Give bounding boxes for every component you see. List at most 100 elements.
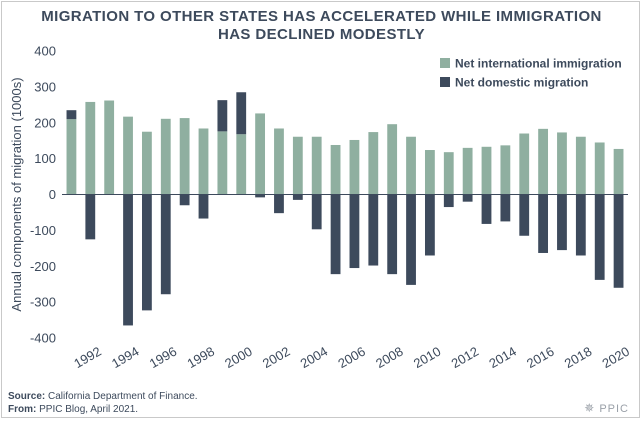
x-tick-label-2004: 2004 — [298, 344, 331, 371]
x-tick-label-2000: 2000 — [222, 344, 255, 371]
bar-international-1996 — [160, 118, 171, 195]
y-tick-label: 100 — [34, 151, 56, 166]
bar-domestic-2008 — [387, 194, 398, 275]
x-tick-label-2008: 2008 — [373, 344, 406, 371]
bar-international-2019 — [594, 142, 605, 195]
chart-title-line-2: HAS DECLINED MODESTLY — [217, 26, 426, 43]
bar-domestic-2010 — [424, 194, 435, 256]
bar-international-2012 — [462, 147, 473, 195]
y-tick-label: 400 — [34, 44, 56, 59]
bar-domestic-1998 — [198, 194, 209, 219]
y-tick-label: -400 — [30, 331, 56, 346]
y-tick-label: -200 — [30, 259, 56, 274]
x-tick-label-2010: 2010 — [411, 344, 444, 371]
bar-domestic-2014 — [500, 194, 511, 222]
ppic-logo-text: PPIC — [599, 403, 629, 415]
x-tick-label-2014: 2014 — [486, 344, 519, 371]
bar-international-2006 — [349, 139, 360, 195]
bar-international-2014 — [500, 145, 511, 195]
bar-domestic-2013 — [481, 194, 492, 224]
y-tick-label: -100 — [30, 223, 56, 238]
bar-domestic-1996 — [160, 194, 171, 295]
bar-domestic-1995 — [141, 194, 152, 311]
bar-international-2005 — [330, 144, 341, 195]
bar-international-2010 — [424, 150, 435, 195]
x-tick-label-1992: 1992 — [71, 344, 104, 371]
bar-domestic-2019 — [594, 194, 605, 280]
x-tick-label-2020: 2020 — [600, 344, 633, 371]
bar-domestic-2007 — [368, 194, 379, 266]
legend-swatch-international — [440, 58, 450, 68]
from-text: PPIC Blog, April 2021. — [39, 404, 139, 415]
from-label: From: — [8, 404, 37, 415]
bar-international-1991 — [66, 119, 77, 195]
legend-label-international: Net international immigration — [455, 57, 622, 71]
from-note: From: PPIC Blog, April 2021. — [8, 404, 138, 415]
y-tick-label: 200 — [34, 115, 56, 130]
bar-domestic-2005 — [330, 194, 341, 275]
bar-domestic-2015 — [519, 194, 530, 236]
bar-international-2015 — [519, 133, 530, 195]
bar-international-2008 — [387, 124, 398, 195]
x-tick-label-1994: 1994 — [109, 344, 142, 371]
bar-international-2009 — [406, 136, 416, 195]
legend-swatch-domestic — [440, 77, 450, 87]
bar-domestic-1997 — [179, 194, 190, 206]
bar-domestic-2003 — [292, 194, 303, 200]
ppic-logo: ✵ PPIC — [584, 401, 629, 415]
bar-domestic-2006 — [349, 194, 360, 269]
bar-domestic-1999 — [217, 100, 228, 132]
x-tick-label-2006: 2006 — [335, 344, 368, 371]
bar-international-2002 — [274, 128, 284, 195]
bar-international-2020 — [613, 148, 624, 195]
bar-domestic-2001 — [255, 194, 266, 198]
bar-domestic-2002 — [274, 194, 284, 214]
bar-international-2001 — [255, 113, 266, 195]
bar-domestic-2012 — [462, 194, 473, 202]
bar-domestic-2011 — [443, 194, 454, 208]
y-tick-label: -300 — [30, 295, 56, 310]
bar-domestic-2000 — [236, 92, 247, 135]
bar-domestic-2004 — [311, 194, 322, 230]
y-axis-label: Annual components of migration (1000s) — [9, 77, 24, 311]
source-text: California Department of Finance. — [48, 391, 198, 402]
chart-title-line-1: MIGRATION TO OTHER STATES HAS ACCELERATE… — [41, 8, 602, 25]
x-tick-label-2016: 2016 — [524, 344, 557, 371]
bar-international-2004 — [311, 136, 322, 195]
bar-international-1994 — [123, 116, 133, 195]
bar-international-2011 — [443, 152, 454, 195]
x-tick-label-2002: 2002 — [260, 344, 293, 371]
ppic-sunburst-icon: ✵ — [584, 401, 596, 415]
bar-international-2000 — [236, 134, 247, 195]
y-tick-label: 300 — [34, 79, 56, 94]
bar-international-1997 — [179, 118, 190, 195]
source-note: Source: California Department of Finance… — [8, 391, 198, 402]
chart-title: MIGRATION TO OTHER STATES HAS ACCELERATE… — [0, 8, 643, 44]
bar-domestic-2020 — [613, 194, 624, 288]
legend-label-domestic: Net domestic migration — [455, 76, 588, 90]
bar-international-2003 — [292, 136, 303, 195]
x-tick-label-2012: 2012 — [449, 344, 482, 371]
source-label: Source: — [8, 391, 46, 402]
bar-international-1992 — [85, 101, 96, 195]
bar-domestic-1991 — [66, 110, 77, 120]
bar-international-1998 — [198, 128, 209, 195]
bar-international-2007 — [368, 132, 379, 195]
y-tick-label: 0 — [49, 187, 56, 202]
bar-domestic-1994 — [123, 194, 133, 326]
bar-domestic-2009 — [406, 194, 416, 285]
bar-domestic-2016 — [538, 194, 549, 253]
bar-domestic-2017 — [557, 194, 567, 251]
bar-international-2017 — [557, 132, 567, 195]
x-tick-label-1998: 1998 — [184, 344, 217, 371]
bar-international-1999 — [217, 131, 228, 195]
bar-domestic-2018 — [575, 194, 586, 256]
bar-domestic-1992 — [85, 194, 96, 240]
bar-international-2016 — [538, 128, 549, 195]
bar-international-1993 — [104, 100, 115, 195]
x-tick-label-2018: 2018 — [562, 344, 595, 371]
bar-international-2013 — [481, 146, 492, 195]
x-tick-label-1996: 1996 — [147, 344, 180, 371]
